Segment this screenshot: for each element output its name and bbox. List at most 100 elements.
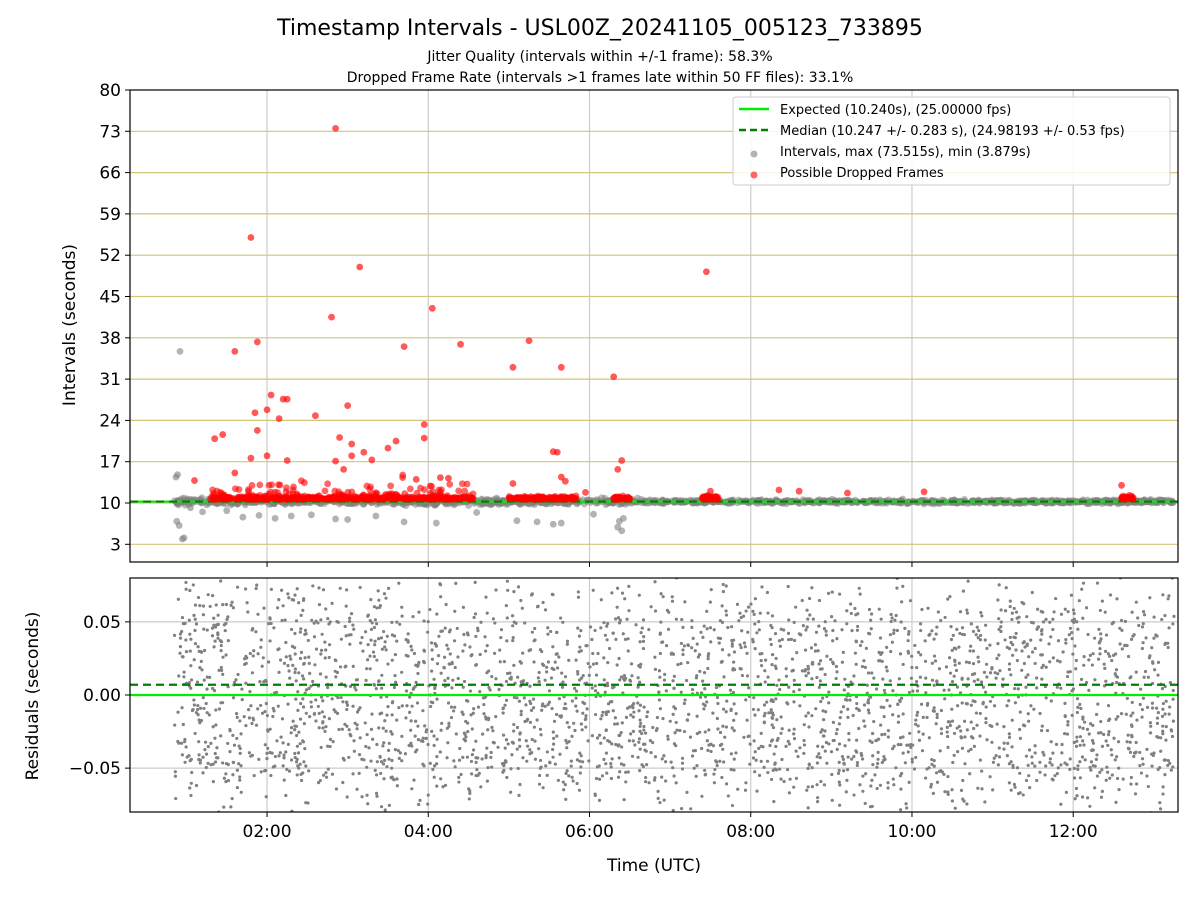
- residual-point: [244, 723, 248, 728]
- residual-point: [1125, 740, 1129, 744]
- residual-point: [863, 724, 867, 728]
- residual-point: [730, 642, 734, 646]
- residual-point: [1150, 701, 1155, 705]
- residual-point: [994, 676, 998, 680]
- residual-point: [699, 691, 704, 695]
- residual-point: [432, 677, 436, 681]
- dropped-frame-point: [289, 490, 297, 498]
- residual-point: [364, 678, 368, 682]
- residual-point: [976, 636, 980, 640]
- residual-point: [1106, 743, 1110, 747]
- dropped-frame-point: [1125, 494, 1133, 502]
- residual-point: [1141, 641, 1145, 645]
- residual-point: [339, 637, 343, 641]
- residual-point: [584, 725, 588, 729]
- dropped-frame-point: [612, 494, 620, 501]
- residual-point: [226, 615, 230, 619]
- residual-point: [1024, 778, 1029, 783]
- residual-point: [880, 733, 884, 737]
- dropped-frame-point: [265, 481, 273, 489]
- residual-point: [450, 660, 454, 665]
- residual-point: [383, 645, 387, 649]
- residual-point: [203, 748, 207, 752]
- residual-point: [822, 783, 827, 787]
- intervals-ytick-label-1: 10: [99, 494, 121, 514]
- residual-point: [494, 588, 498, 592]
- residual-point: [380, 711, 384, 715]
- residual-point: [879, 723, 883, 727]
- residual-point: [1031, 621, 1035, 625]
- residual-point: [627, 609, 631, 613]
- residual-point: [829, 615, 834, 619]
- residuals-xtick-label-2: 06:00: [565, 822, 614, 842]
- residual-point: [827, 701, 831, 705]
- dropped-frame-outlier: [400, 343, 408, 351]
- residual-point: [675, 728, 679, 732]
- residual-point: [194, 783, 199, 788]
- residual-point: [709, 640, 713, 644]
- residual-point: [806, 667, 811, 671]
- residual-point: [277, 670, 281, 674]
- residual-point: [846, 715, 850, 720]
- residual-point: [1007, 699, 1011, 703]
- dropped-frame-outlier: [263, 406, 271, 414]
- residual-point: [817, 598, 822, 603]
- residual-point: [1161, 701, 1165, 706]
- residual-point: [1001, 677, 1005, 681]
- residual-point: [784, 674, 789, 678]
- residual-point: [181, 622, 185, 626]
- residual-point: [1048, 761, 1052, 765]
- residual-point: [949, 625, 953, 629]
- residual-point: [516, 766, 520, 771]
- residual-point: [510, 614, 515, 618]
- residual-point: [384, 729, 388, 733]
- residual-point: [1125, 696, 1129, 701]
- residual-point: [1063, 761, 1067, 765]
- residual-point: [247, 716, 251, 720]
- residual-point: [374, 622, 379, 626]
- residual-point: [239, 732, 243, 736]
- residual-point: [397, 705, 401, 710]
- residual-point: [824, 633, 828, 637]
- residual-point: [1115, 755, 1119, 759]
- residual-point: [366, 613, 371, 617]
- residual-point: [960, 632, 965, 637]
- residual-point: [525, 719, 529, 723]
- interval-outlier-point: [287, 512, 295, 520]
- dropped-frame-point: [282, 488, 290, 496]
- residual-point: [416, 671, 420, 676]
- residual-point: [542, 663, 546, 667]
- interval-outlier-point: [332, 515, 339, 523]
- residual-point: [494, 715, 498, 719]
- residual-point: [560, 671, 564, 675]
- residual-point: [474, 663, 478, 667]
- residual-point: [631, 715, 635, 719]
- residual-point: [221, 603, 225, 607]
- residual-point: [664, 644, 669, 648]
- residual-point: [475, 767, 479, 772]
- residual-point: [433, 685, 437, 689]
- residual-point: [775, 683, 779, 687]
- residual-point: [287, 769, 292, 773]
- residual-point: [811, 617, 815, 621]
- residual-point: [435, 784, 439, 788]
- dropped-frame-outlier: [436, 474, 444, 482]
- dropped-frame-point: [558, 495, 565, 503]
- residual-point: [867, 711, 871, 715]
- residual-point: [715, 695, 720, 700]
- dropped-frame-point: [460, 493, 468, 501]
- residual-point: [366, 658, 370, 662]
- residual-point: [1042, 753, 1046, 757]
- residual-point: [307, 769, 311, 773]
- residual-point: [962, 719, 967, 723]
- residual-point: [587, 759, 591, 763]
- residual-point: [314, 698, 318, 702]
- residual-point: [932, 683, 936, 687]
- residual-point: [343, 624, 347, 629]
- residual-point: [917, 730, 921, 734]
- residual-point: [231, 773, 235, 777]
- residual-point: [239, 764, 243, 768]
- dropped-frame-point: [714, 495, 721, 503]
- residual-point: [1074, 786, 1079, 791]
- residual-point: [766, 675, 770, 679]
